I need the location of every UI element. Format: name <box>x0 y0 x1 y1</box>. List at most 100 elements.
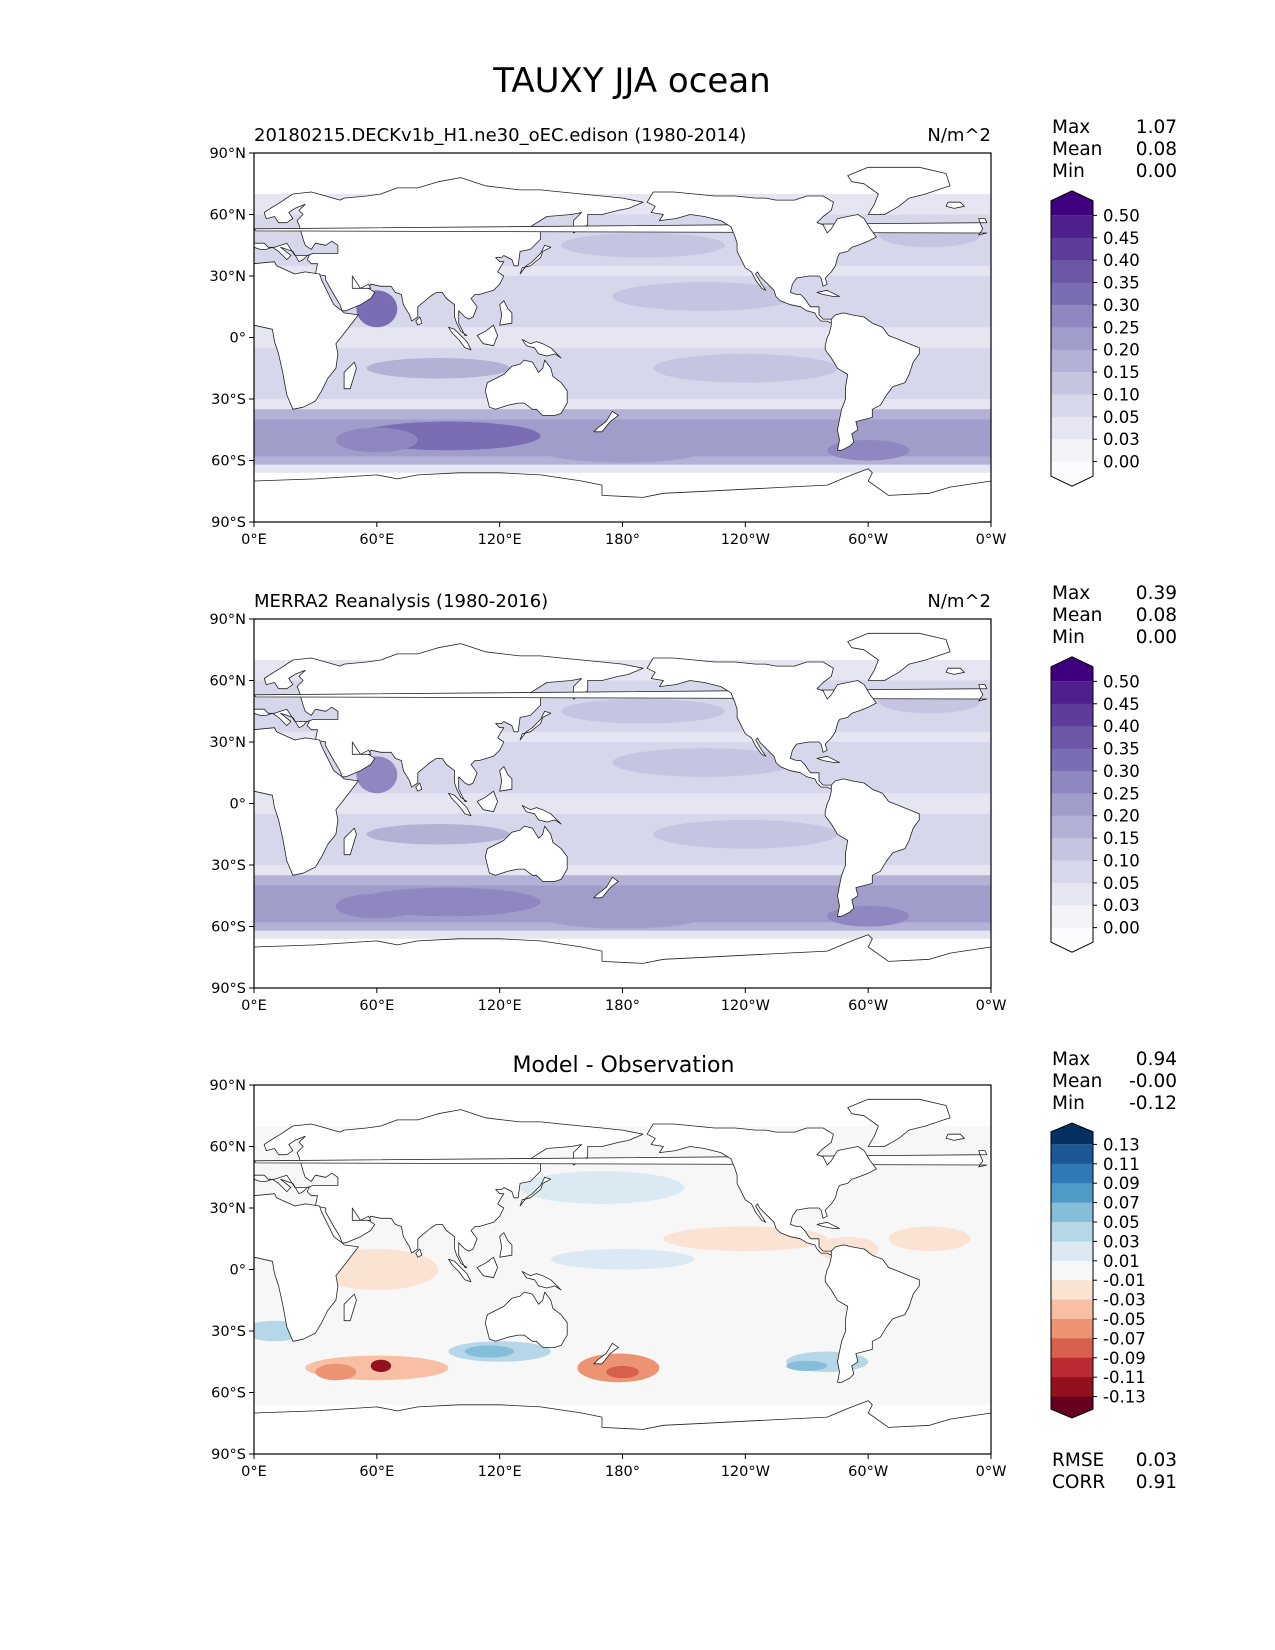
lon-tick-label: 120°E <box>478 1464 522 1480</box>
panel-model: 20180215.DECKv1b_H1.ne30_oEC.edison (198… <box>209 117 1177 548</box>
land-madagascar <box>343 361 357 390</box>
colorbar-cell <box>1051 860 1093 884</box>
colorbar-cell <box>1051 1377 1093 1398</box>
lat-tick-label: 60°S <box>211 454 246 470</box>
land-antarctica <box>254 934 991 988</box>
lat-tick-label: 60°S <box>211 920 246 936</box>
colorbar-cell <box>1051 1338 1093 1359</box>
colorbar-cell <box>1051 1163 1093 1184</box>
colorbar-cell <box>1051 1241 1093 1262</box>
colorbar-level-label: 0.15 <box>1103 829 1140 848</box>
land-nz <box>593 410 619 433</box>
lat-tick-label: 90°S <box>211 1447 246 1463</box>
colorbar-cell <box>1051 416 1093 440</box>
colorbar-level-label: 0.45 <box>1103 695 1140 714</box>
land-borneo <box>476 324 498 347</box>
field-blob-indian-trades <box>366 358 510 379</box>
field-blob-north-pacific-trades <box>612 282 797 311</box>
colorbar-level-label: 0.05 <box>1103 1213 1140 1232</box>
colorbar-cell <box>1051 304 1093 328</box>
colorbar-level-label: 0.00 <box>1103 919 1140 938</box>
colorbar-cell <box>1051 793 1093 817</box>
colorbar-cell <box>1051 372 1093 395</box>
map-area <box>254 619 991 988</box>
lon-tick-label: 180° <box>605 1464 640 1480</box>
colorbar-level-label: 0.50 <box>1103 206 1140 225</box>
colorbar-cell <box>1051 260 1093 284</box>
colorbar-cell <box>1051 681 1093 705</box>
panel-title-left: MERRA2 Reanalysis (1980-2016) <box>254 591 548 612</box>
lon-tick-label: 60°E <box>359 532 394 548</box>
lat-tick-label: 0° <box>230 331 246 347</box>
colorbar-cell <box>1051 439 1093 463</box>
stat-value-max: 0.39 <box>1136 583 1177 604</box>
stat-label-max: Max <box>1052 117 1090 138</box>
stat-label-min: Min <box>1052 1093 1085 1114</box>
colorbar-cell <box>1051 282 1093 306</box>
lat-tick-label: 0° <box>230 1263 246 1279</box>
colorbar-outline <box>1050 1122 1094 1419</box>
colorbar-cell <box>1051 1319 1093 1339</box>
colorbar-level-label: -0.13 <box>1103 1388 1146 1407</box>
lon-tick-label: 0°E <box>241 1464 267 1480</box>
stat-value-max: 0.94 <box>1136 1049 1177 1070</box>
stat-label-rmse: RMSE <box>1052 1450 1104 1471</box>
land-sumatra <box>448 1258 472 1283</box>
diff-red-south-indian-max <box>370 1359 392 1372</box>
stat-value-max: 1.07 <box>1136 117 1177 138</box>
field-blob-south-pacific-trades <box>653 819 838 849</box>
colorbar-outline <box>1050 656 1094 953</box>
stat-value-mean: 0.08 <box>1136 605 1177 626</box>
colorbar-level-label: 0.25 <box>1103 318 1140 337</box>
lon-tick-label: 180° <box>605 998 640 1014</box>
diff-red-south-indian-core <box>315 1363 357 1381</box>
land-cuba <box>816 755 840 763</box>
land-nz <box>593 876 619 899</box>
colorbar-level-label: 0.11 <box>1103 1155 1140 1174</box>
land-samer <box>824 1244 920 1383</box>
colorbar-cell <box>1051 1222 1093 1242</box>
colorbar-cell <box>1051 838 1093 861</box>
map-area <box>254 153 991 522</box>
stat-value-rmse: 0.03 <box>1136 1450 1177 1471</box>
land-namer <box>646 1123 877 1256</box>
stat-label-mean: Mean <box>1052 1071 1102 1092</box>
land-arabia_gulf <box>351 741 372 755</box>
colorbar-cell <box>1051 1260 1093 1281</box>
field-blob-north-pacific-westerlies <box>561 232 725 258</box>
land-madagascar <box>343 1293 357 1322</box>
colorbar-cell <box>1051 1183 1093 1204</box>
panel-units: N/m^2 <box>927 591 991 612</box>
land-antarctica <box>254 1400 991 1454</box>
colorbar-level-label: 0.05 <box>1103 874 1140 893</box>
lon-tick-label: 60°W <box>848 532 888 548</box>
colorbar-extend-top <box>1051 190 1093 216</box>
lon-tick-label: 60°W <box>848 1464 888 1480</box>
colorbar-level-label: 0.03 <box>1103 1232 1140 1251</box>
lat-tick-label: 30°S <box>211 1324 246 1340</box>
lon-tick-label: 180° <box>605 532 640 548</box>
lon-tick-label: 120°E <box>478 998 522 1014</box>
colorbar-level-label: 0.40 <box>1103 251 1140 270</box>
land-newguinea <box>521 339 562 359</box>
land-japan <box>519 710 552 741</box>
stat-label-max: Max <box>1052 583 1090 604</box>
stat-value-min: -0.12 <box>1129 1093 1177 1114</box>
colorbar-level-label: -0.01 <box>1103 1271 1146 1290</box>
colorbar-cell <box>1051 1299 1093 1320</box>
colorbar-level-label: 0.05 <box>1103 408 1140 427</box>
colorbar-level-label: -0.11 <box>1103 1368 1146 1387</box>
stat-value-min: 0.00 <box>1136 161 1177 182</box>
colorbar-level-label: 0.15 <box>1103 363 1140 382</box>
field-blob-south-indian-west <box>335 893 418 919</box>
stat-label-mean: Mean <box>1052 139 1102 160</box>
land-antarctica <box>254 468 991 522</box>
land-borneo <box>476 790 498 813</box>
land-newguinea <box>521 1271 562 1291</box>
lat-tick-label: 60°N <box>209 674 246 690</box>
lat-tick-label: 30°N <box>209 1201 246 1217</box>
colorbar-level-label: 0.45 <box>1103 229 1140 248</box>
diff-red-tropical-atlantic <box>888 1226 971 1252</box>
land-africa <box>254 1193 359 1342</box>
